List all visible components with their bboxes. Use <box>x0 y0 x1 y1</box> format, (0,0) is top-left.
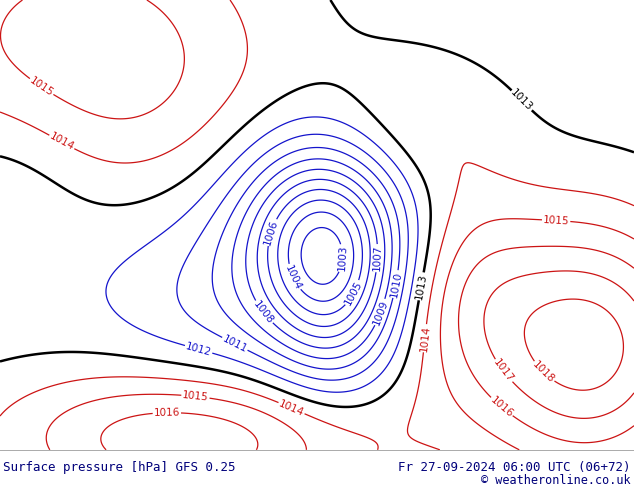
Text: 1013: 1013 <box>414 272 429 300</box>
Text: 1014: 1014 <box>48 131 75 153</box>
Text: 1016: 1016 <box>153 408 180 418</box>
Text: 1011: 1011 <box>221 334 249 354</box>
Text: 1007: 1007 <box>372 245 383 271</box>
Text: 1017: 1017 <box>491 357 515 385</box>
Text: 1015: 1015 <box>182 390 209 403</box>
Text: Surface pressure [hPa] GFS 0.25: Surface pressure [hPa] GFS 0.25 <box>3 461 236 474</box>
Text: © weatheronline.co.uk: © weatheronline.co.uk <box>481 474 631 487</box>
Text: 1012: 1012 <box>184 341 212 358</box>
Text: 1014: 1014 <box>418 324 431 352</box>
Text: 1006: 1006 <box>262 218 280 246</box>
Text: 1004: 1004 <box>283 263 303 292</box>
Text: Fr 27-09-2024 06:00 UTC (06+72): Fr 27-09-2024 06:00 UTC (06+72) <box>398 461 631 474</box>
Text: 1015: 1015 <box>543 215 569 226</box>
Text: 1015: 1015 <box>28 75 55 98</box>
Text: 1016: 1016 <box>488 394 515 419</box>
Text: 1010: 1010 <box>389 270 403 298</box>
Text: 1005: 1005 <box>343 279 364 307</box>
Text: 1018: 1018 <box>531 359 557 385</box>
Text: 1003: 1003 <box>337 245 348 271</box>
Text: 1013: 1013 <box>509 88 534 113</box>
Text: 1008: 1008 <box>252 299 275 326</box>
Text: 1009: 1009 <box>371 298 390 326</box>
Text: 1014: 1014 <box>278 398 306 418</box>
